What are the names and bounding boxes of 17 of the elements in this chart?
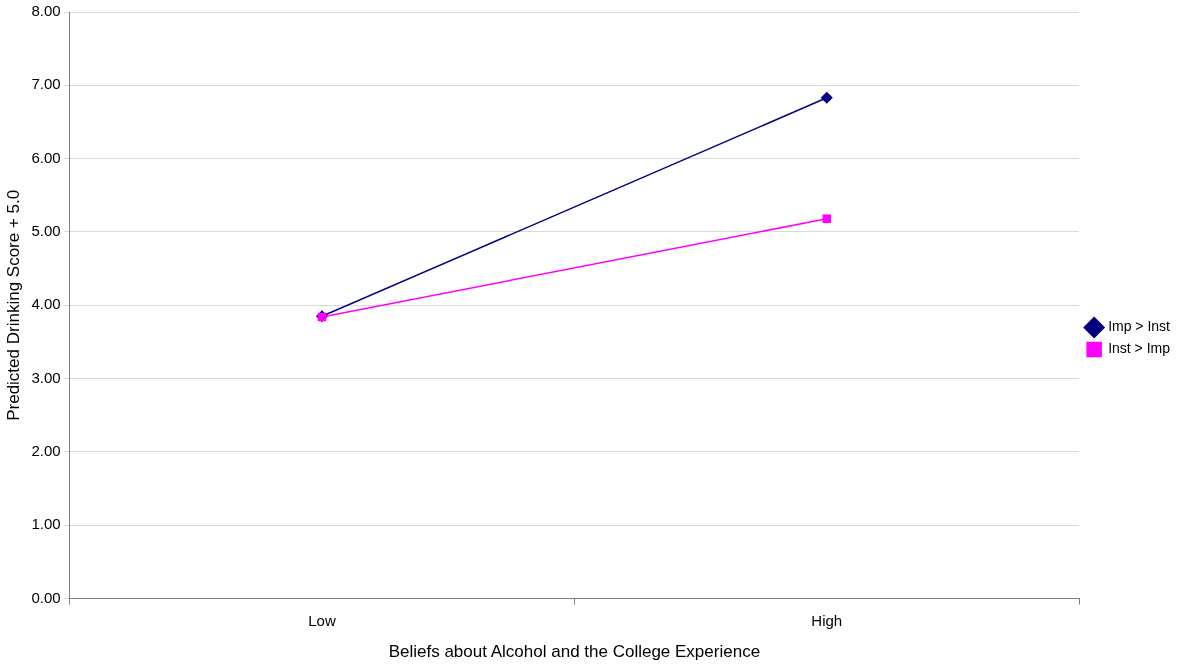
x-axis-title: Beliefs about Alcohol and the College Experience [388,642,761,662]
y-tick-label: 4.00 [31,295,61,313]
legend-label: Imp > Inst [1108,318,1171,335]
y-tick-label: 0.00 [31,588,61,606]
y-tick-label: 2.00 [31,442,61,460]
y-tick-label: 7.00 [31,75,61,93]
point [821,92,833,104]
y-tick-label: 1.00 [31,515,61,533]
legend-label: Inst > Imp [1108,340,1171,357]
y-tick-label: 5.00 [31,222,61,240]
y-tick-label: 8.00 [31,2,61,20]
y-tick-label: 6.00 [31,148,61,166]
x-tick-label: High [811,611,843,629]
y-axis-title: Predicted Drinking Score + 5.0 [3,189,23,421]
point [822,214,832,224]
x-tick-label: Low [308,611,336,629]
y-tick-label: 3.00 [31,368,61,386]
